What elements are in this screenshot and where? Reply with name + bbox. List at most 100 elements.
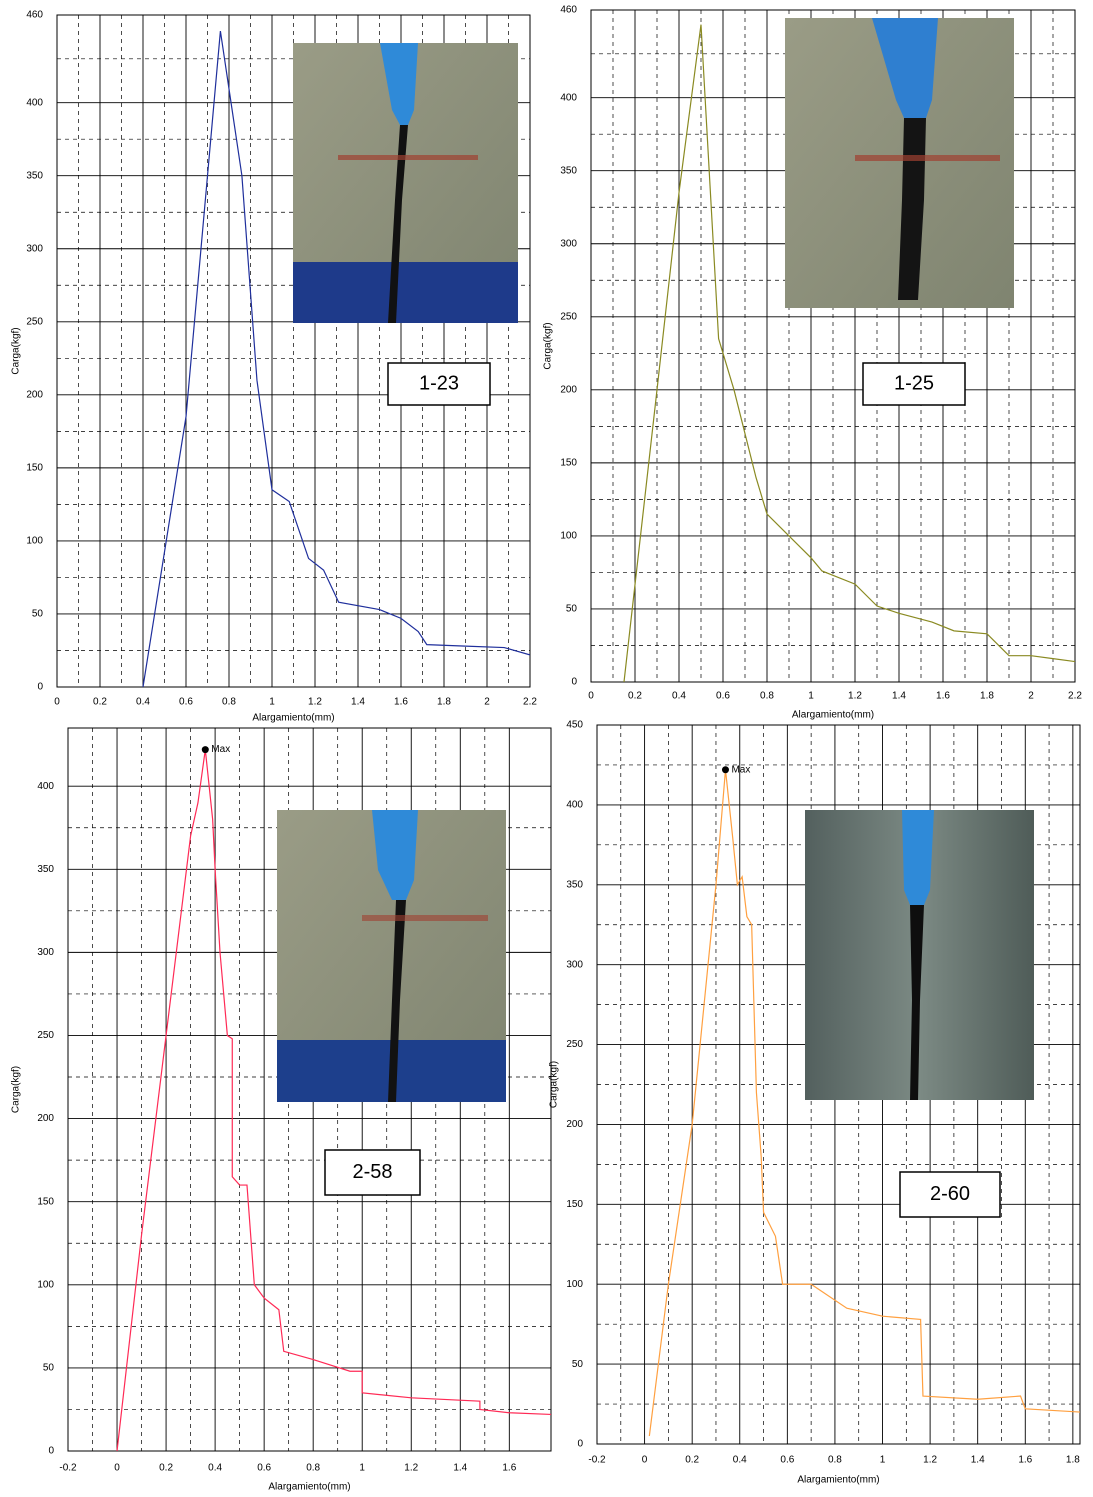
- x-tick-label: 1.4: [453, 1463, 467, 1474]
- photo: [805, 810, 1034, 1100]
- y-tick-label: 300: [37, 947, 54, 958]
- x-tick-label: 0: [54, 697, 60, 708]
- x-tick-label: 0.6: [716, 691, 730, 702]
- y-tick-label: 250: [566, 1039, 583, 1050]
- y-tick-label: 400: [26, 97, 43, 108]
- y-tick-label: 100: [26, 536, 43, 547]
- x-tick-label: 0: [588, 691, 594, 702]
- x-tick-label: 1.4: [971, 1455, 985, 1466]
- label-box: [899, 1171, 1001, 1218]
- y-tick-label: 250: [37, 1030, 54, 1041]
- y-tick-label: 250: [26, 316, 43, 327]
- max-marker: [721, 766, 729, 774]
- y-tick-label: 100: [566, 1279, 583, 1290]
- y-axis-title: Carga(kgf): [11, 1066, 22, 1113]
- sample-label: 1-23: [419, 372, 459, 394]
- x-tick-label: 0: [114, 1463, 120, 1474]
- y-tick-label: 400: [37, 781, 54, 792]
- y-tick-label: 460: [26, 10, 43, 21]
- x-axis-title: Alargamiento(mm): [792, 710, 874, 721]
- max-label: Max: [211, 744, 230, 755]
- x-tick-label: 1.6: [936, 691, 950, 702]
- y-tick-label: 50: [32, 609, 44, 620]
- y-tick-label: 350: [37, 864, 54, 875]
- x-tick-label: 0.8: [828, 1455, 842, 1466]
- x-tick-label: 1.2: [404, 1463, 418, 1474]
- x-tick-label: -0.2: [59, 1463, 77, 1474]
- x-tick-label: 1: [880, 1455, 886, 1466]
- x-tick-label: 0.8: [760, 691, 774, 702]
- x-tick-label: 1.2: [848, 691, 862, 702]
- y-tick-label: 300: [560, 238, 577, 249]
- x-tick-label: 1.8: [980, 691, 994, 702]
- y-tick-label: 0: [48, 1446, 54, 1457]
- y-tick-label: 0: [37, 682, 43, 693]
- data-line: [142, 30, 530, 687]
- x-axis-title: Alargamiento(mm): [252, 713, 334, 724]
- x-tick-label: 1: [808, 691, 814, 702]
- x-tick-label: 0.2: [159, 1463, 173, 1474]
- x-tick-label: 1.6: [502, 1463, 516, 1474]
- x-tick-label: 1.2: [923, 1455, 937, 1466]
- y-tick-label: 250: [560, 311, 577, 322]
- x-tick-label: 0.2: [93, 697, 107, 708]
- y-tick-label: 200: [37, 1113, 54, 1124]
- y-tick-label: 200: [26, 389, 43, 400]
- max-label: Max: [731, 764, 750, 775]
- y-tick-label: 150: [566, 1199, 583, 1210]
- y-tick-label: 400: [560, 92, 577, 103]
- x-tick-label: 2.2: [523, 697, 537, 708]
- photo: [277, 810, 506, 1102]
- x-tick-label: 0.8: [306, 1463, 320, 1474]
- x-tick-label: 0.2: [685, 1455, 699, 1466]
- x-tick-label: 0.2: [628, 691, 642, 702]
- y-axis-title: Carga(kgf): [543, 322, 554, 369]
- y-tick-label: 400: [566, 800, 583, 811]
- x-axis-title: Alargamiento(mm): [797, 1475, 879, 1486]
- y-tick-label: 50: [43, 1363, 55, 1374]
- x-tick-label: 1.6: [1018, 1455, 1032, 1466]
- y-axis-title: Carga(kgf): [11, 327, 22, 374]
- y-tick-label: 460: [560, 5, 577, 16]
- y-tick-label: 300: [566, 959, 583, 970]
- photo: [785, 18, 1014, 308]
- x-tick-label: 1.4: [351, 697, 365, 708]
- y-tick-label: 300: [26, 243, 43, 254]
- label-box: [862, 362, 966, 406]
- x-tick-label: 1.4: [892, 691, 906, 702]
- photo: [293, 43, 518, 323]
- data-line: [648, 769, 1080, 1437]
- y-tick-label: 100: [37, 1279, 54, 1290]
- y-tick-label: 100: [560, 531, 577, 542]
- x-tick-label: 0.6: [257, 1463, 271, 1474]
- x-tick-label: 1: [359, 1463, 365, 1474]
- y-tick-label: 350: [560, 165, 577, 176]
- plot-frame: [67, 727, 552, 1452]
- data-line: [623, 24, 1075, 682]
- y-tick-label: 450: [566, 720, 583, 731]
- x-axis-title: Alargamiento(mm): [268, 1482, 350, 1493]
- x-tick-label: 0.4: [733, 1455, 747, 1466]
- y-tick-label: 350: [26, 170, 43, 181]
- x-tick-label: 2: [484, 697, 490, 708]
- sample-label: 2-60: [930, 1183, 970, 1205]
- x-tick-label: 1.6: [394, 697, 408, 708]
- y-tick-label: 150: [26, 463, 43, 474]
- x-tick-label: 2: [1028, 691, 1034, 702]
- plot-frame: [590, 9, 1076, 683]
- y-tick-label: 350: [566, 879, 583, 890]
- label-box: [324, 1149, 421, 1196]
- y-tick-label: 150: [560, 458, 577, 469]
- label-box: [387, 362, 491, 406]
- y-tick-label: 200: [566, 1119, 583, 1130]
- x-tick-label: 0.8: [222, 697, 236, 708]
- x-tick-label: 0.4: [136, 697, 150, 708]
- x-tick-label: 0.4: [672, 691, 686, 702]
- x-tick-label: 1.8: [437, 697, 451, 708]
- y-tick-label: 150: [37, 1196, 54, 1207]
- plot-frame: [596, 724, 1081, 1445]
- x-tick-label: 0.6: [780, 1455, 794, 1466]
- x-tick-label: 1.2: [308, 697, 322, 708]
- x-tick-label: 1.8: [1066, 1455, 1080, 1466]
